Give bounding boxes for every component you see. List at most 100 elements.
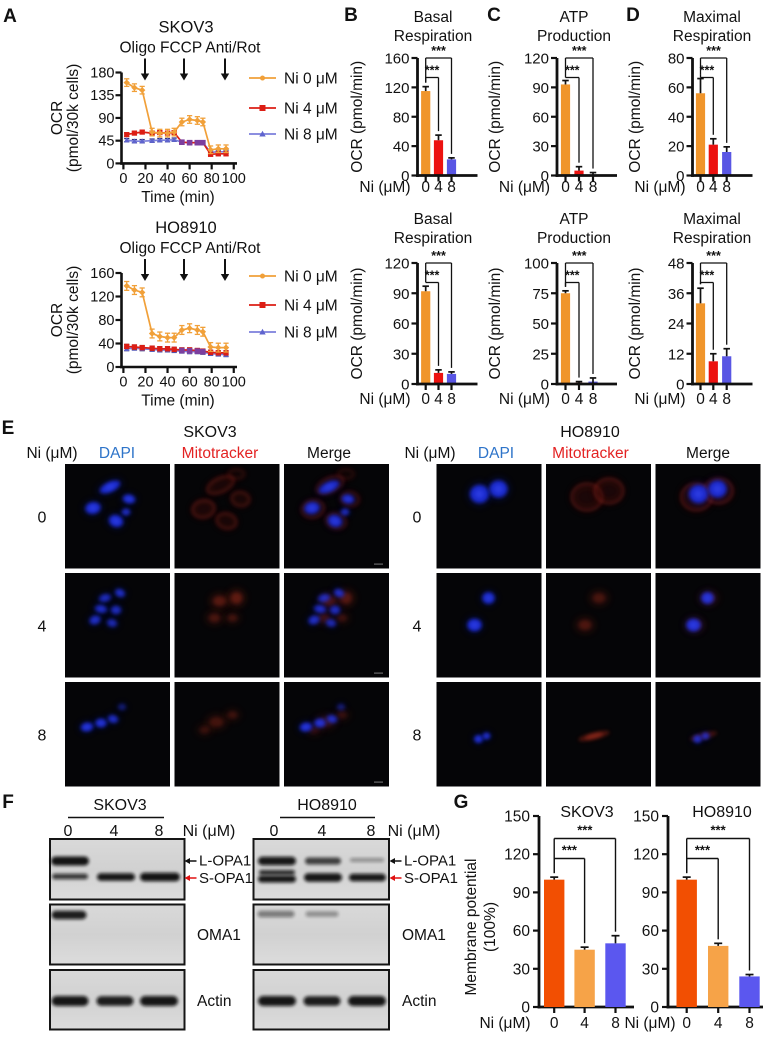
svg-text:8: 8 bbox=[38, 727, 47, 744]
svg-text:Ni (μM): Ni (μM) bbox=[359, 391, 410, 408]
svg-text:4: 4 bbox=[434, 179, 443, 196]
svg-text:OCR (pmol/min): OCR (pmol/min) bbox=[627, 268, 644, 380]
svg-text:4: 4 bbox=[38, 618, 47, 635]
svg-text:HO8910: HO8910 bbox=[155, 219, 216, 237]
svg-text:4: 4 bbox=[110, 823, 119, 840]
svg-text:20: 20 bbox=[137, 171, 153, 187]
svg-text:120: 120 bbox=[90, 290, 114, 306]
svg-text:OMA1: OMA1 bbox=[197, 927, 241, 944]
svg-text:40: 40 bbox=[393, 139, 410, 156]
svg-text:0: 0 bbox=[106, 360, 114, 376]
svg-text:Ni (μM): Ni (μM) bbox=[624, 1015, 675, 1032]
svg-text:100: 100 bbox=[222, 171, 246, 187]
svg-text:ATP: ATP bbox=[560, 211, 589, 228]
svg-text:4: 4 bbox=[709, 391, 718, 408]
svg-text:60: 60 bbox=[393, 316, 410, 333]
svg-text:Basal: Basal bbox=[414, 211, 453, 228]
svg-text:8: 8 bbox=[367, 823, 376, 840]
svg-text:Ni (μM): Ni (μM) bbox=[479, 1015, 530, 1032]
svg-text:4: 4 bbox=[318, 823, 327, 840]
svg-text:Ni 4 μM: Ni 4 μM bbox=[284, 101, 338, 118]
svg-text:80: 80 bbox=[668, 51, 685, 68]
svg-text:20: 20 bbox=[137, 375, 153, 391]
svg-text:75: 75 bbox=[532, 286, 549, 303]
svg-text:100: 100 bbox=[524, 256, 549, 273]
svg-text:4: 4 bbox=[709, 179, 718, 196]
svg-text:0: 0 bbox=[119, 171, 127, 187]
svg-text:40: 40 bbox=[668, 109, 685, 126]
svg-text:Ni (μM): Ni (μM) bbox=[26, 445, 77, 462]
svg-text:Ni (μM): Ni (μM) bbox=[499, 391, 550, 408]
svg-text:Mitotracker: Mitotracker bbox=[182, 445, 259, 462]
svg-text:0: 0 bbox=[106, 156, 114, 172]
svg-text:30: 30 bbox=[642, 961, 660, 978]
svg-text:OCR (pmol/min): OCR (pmol/min) bbox=[627, 61, 644, 173]
svg-text:4: 4 bbox=[575, 391, 584, 408]
svg-text:***: *** bbox=[431, 249, 446, 263]
svg-text:Ni 0 μM: Ni 0 μM bbox=[284, 71, 338, 88]
svg-text:SKOV3: SKOV3 bbox=[158, 19, 213, 37]
svg-text:8: 8 bbox=[611, 1015, 620, 1032]
svg-text:8: 8 bbox=[155, 823, 164, 840]
svg-text:0: 0 bbox=[676, 377, 684, 394]
svg-text:***: *** bbox=[562, 843, 578, 858]
svg-text:4: 4 bbox=[575, 179, 584, 196]
svg-text:90: 90 bbox=[393, 286, 410, 303]
svg-text:Time (min): Time (min) bbox=[141, 189, 214, 206]
svg-text:OCR (pmol/min): OCR (pmol/min) bbox=[349, 268, 366, 380]
svg-text:120: 120 bbox=[524, 51, 549, 68]
svg-text:0: 0 bbox=[401, 168, 409, 185]
svg-text:OMA1: OMA1 bbox=[402, 927, 446, 944]
svg-text:***: *** bbox=[700, 269, 715, 283]
svg-text:25: 25 bbox=[532, 346, 549, 363]
svg-text:***: *** bbox=[706, 44, 721, 58]
svg-text:100: 100 bbox=[222, 375, 246, 391]
svg-text:0: 0 bbox=[541, 168, 549, 185]
svg-text:***: *** bbox=[711, 823, 727, 838]
svg-text:DAPI: DAPI bbox=[99, 445, 135, 462]
svg-text:4: 4 bbox=[580, 1015, 589, 1032]
svg-text:8: 8 bbox=[589, 179, 598, 196]
svg-text:Respiration: Respiration bbox=[394, 28, 472, 45]
svg-text:Ni (μM): Ni (μM) bbox=[634, 179, 685, 196]
svg-text:***: *** bbox=[572, 44, 587, 58]
svg-text:80: 80 bbox=[204, 171, 220, 187]
svg-text:150: 150 bbox=[633, 809, 659, 826]
svg-text:Maximal: Maximal bbox=[683, 211, 741, 228]
svg-text:Basal: Basal bbox=[414, 9, 453, 26]
svg-text:50: 50 bbox=[532, 316, 549, 333]
svg-text:Ni 8 μM: Ni 8 μM bbox=[284, 325, 338, 342]
svg-text:Merge: Merge bbox=[307, 445, 351, 462]
svg-text:E: E bbox=[2, 418, 15, 439]
svg-text:0: 0 bbox=[401, 377, 409, 394]
svg-text:0: 0 bbox=[561, 391, 570, 408]
svg-text:B: B bbox=[344, 5, 358, 26]
svg-text:80: 80 bbox=[393, 109, 410, 126]
svg-text:Ni (μM): Ni (μM) bbox=[359, 179, 410, 196]
svg-text:Ni (μM): Ni (μM) bbox=[634, 391, 685, 408]
svg-text:Production: Production bbox=[537, 28, 611, 45]
svg-text:***: *** bbox=[565, 64, 580, 78]
svg-text:Respiration: Respiration bbox=[673, 28, 751, 45]
svg-text:90: 90 bbox=[513, 885, 531, 902]
svg-text:Ni 8 μM: Ni 8 μM bbox=[284, 127, 338, 144]
svg-text:120: 120 bbox=[504, 847, 530, 864]
svg-text:0: 0 bbox=[650, 1000, 659, 1017]
svg-text:0: 0 bbox=[521, 1000, 530, 1017]
svg-text:160: 160 bbox=[90, 266, 114, 282]
svg-text:60: 60 bbox=[532, 109, 549, 126]
svg-text:0: 0 bbox=[64, 823, 73, 840]
svg-text:SKOV3: SKOV3 bbox=[183, 424, 236, 441]
svg-text:***: *** bbox=[700, 64, 715, 78]
svg-text:120: 120 bbox=[384, 256, 409, 273]
svg-text:Time (min): Time (min) bbox=[141, 393, 214, 410]
svg-text:48: 48 bbox=[668, 256, 685, 273]
svg-text:S-OPA1: S-OPA1 bbox=[199, 870, 253, 887]
svg-text:90: 90 bbox=[642, 885, 660, 902]
svg-text:40: 40 bbox=[98, 337, 114, 353]
svg-text:4: 4 bbox=[714, 1015, 723, 1032]
svg-text:***: *** bbox=[431, 44, 446, 58]
svg-text:8: 8 bbox=[722, 179, 731, 196]
svg-text:24: 24 bbox=[668, 316, 685, 333]
svg-text:***: *** bbox=[706, 249, 721, 263]
